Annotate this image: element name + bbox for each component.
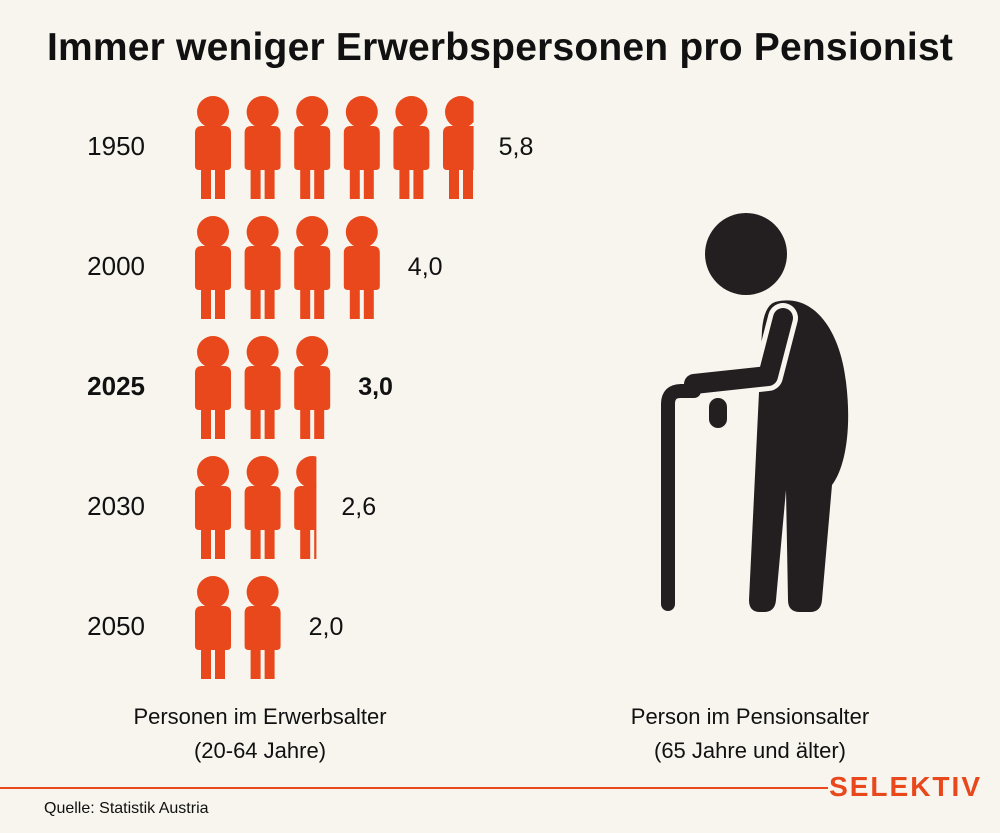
value-label: 5,8 (499, 133, 534, 161)
person-icon (244, 456, 281, 559)
retirement-age-caption-line1: Person im Pensionsalter (630, 704, 870, 729)
pictogram-rows: 1950 5,8 2000 4,0 2025 3,0 2030 2,6 2050 2,0 (87, 96, 533, 679)
year-label: 2030 (87, 491, 145, 521)
retirement-age-caption: Person im Pensionsalter (65 Jahre und äl… (560, 700, 940, 768)
year-label: 2000 (87, 251, 145, 281)
person-icon (195, 96, 231, 199)
person-icon (343, 216, 380, 319)
row-2000: 2000 4,0 (87, 216, 443, 319)
person-icon (294, 96, 331, 199)
retiree-icon (661, 213, 849, 612)
row-2050: 2050 2,0 (87, 576, 343, 679)
value-label: 4,0 (408, 253, 443, 281)
person-icon (294, 336, 331, 439)
person-icon (244, 96, 281, 199)
value-label: 2,6 (341, 493, 376, 521)
value-label: 2,0 (309, 613, 344, 641)
person-icon (195, 576, 231, 679)
working-age-caption-line2: (20-64 Jahre) (193, 738, 327, 763)
row-1950: 1950 5,8 (87, 96, 533, 199)
person-icon (244, 576, 281, 679)
row-2030: 2030 2,6 (87, 456, 376, 559)
brand-logo: SELEKTIV (829, 771, 982, 802)
person-icon (244, 336, 281, 439)
year-label: 2050 (87, 611, 145, 641)
row-2025: 2025 3,0 (87, 336, 393, 439)
person-icon (294, 456, 317, 559)
footer-divider (0, 787, 828, 789)
person-icon (195, 336, 231, 439)
person-icon (195, 216, 231, 319)
value-label: 3,0 (358, 373, 393, 401)
year-label: 1950 (87, 131, 145, 161)
person-icon (294, 216, 331, 319)
retirement-age-caption-line2: (65 Jahre und älter) (654, 738, 846, 763)
person-icon (195, 456, 231, 559)
person-icon (393, 96, 430, 199)
person-icon (244, 216, 281, 319)
chart-title: Immer weniger Erwerbspersonen pro Pensio… (46, 26, 954, 69)
person-icon (443, 96, 474, 199)
year-label: 2025 (87, 371, 145, 401)
person-icon (343, 96, 380, 199)
working-age-caption-line1: Personen im Erwerbsalter (133, 704, 387, 729)
source-note: Quelle: Statistik Austria (44, 800, 209, 817)
working-age-caption: Personen im Erwerbsalter (20-64 Jahre) (60, 700, 460, 768)
